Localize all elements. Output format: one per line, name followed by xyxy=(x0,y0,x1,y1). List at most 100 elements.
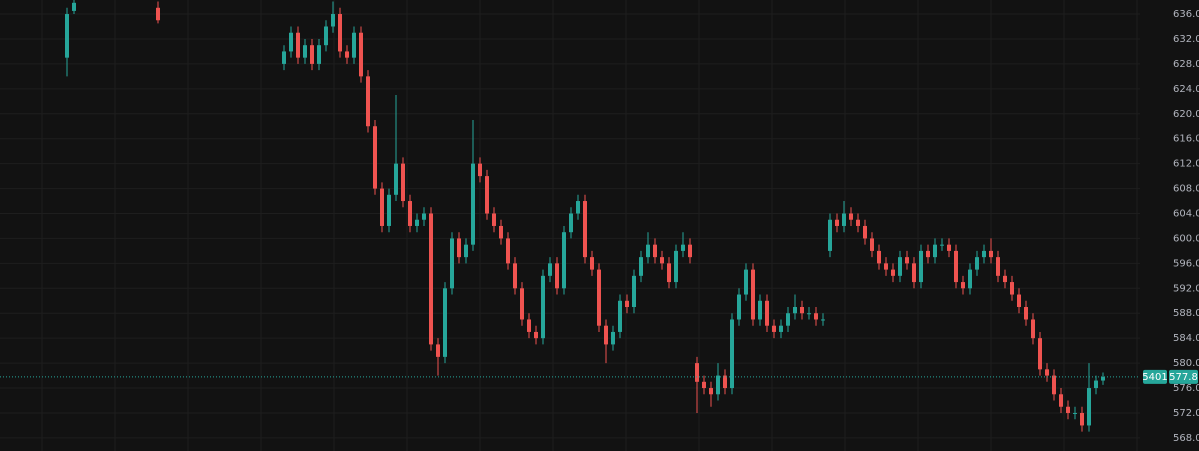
candle-body xyxy=(583,201,587,258)
candle-body xyxy=(415,219,419,226)
candle-body xyxy=(303,45,307,58)
candle-body xyxy=(618,300,622,332)
candle-body xyxy=(310,45,314,64)
candle-body xyxy=(156,7,160,21)
candle-body xyxy=(856,219,860,226)
candle-body xyxy=(842,213,846,226)
candle-body xyxy=(961,282,965,289)
candle-body xyxy=(457,238,461,258)
candle-body xyxy=(289,32,293,52)
candle-body xyxy=(65,14,69,58)
candle-body xyxy=(982,250,986,258)
candle-body xyxy=(569,213,573,233)
candle-body xyxy=(450,238,454,289)
candle-body xyxy=(408,201,412,226)
y-tick-label: 612.0 xyxy=(1173,159,1199,170)
candle-body xyxy=(555,263,559,289)
last-price-tag: 5401 xyxy=(1142,372,1167,383)
y-tick-label: 628.0 xyxy=(1173,59,1199,70)
candle-body xyxy=(401,163,405,202)
y-tick-label: 580.0 xyxy=(1173,358,1199,369)
y-tick-label: 624.0 xyxy=(1173,84,1199,95)
candle-body xyxy=(1059,394,1063,407)
candle-body xyxy=(1038,338,1042,370)
y-tick-label: 584.0 xyxy=(1173,333,1199,344)
last-price-label: 577.8 xyxy=(1169,372,1198,383)
candle-body xyxy=(1010,282,1014,295)
candle-body xyxy=(345,51,349,58)
candle-body xyxy=(863,225,867,239)
candle-body xyxy=(947,244,951,251)
candle-body xyxy=(667,263,671,283)
y-tick-label: 636.0 xyxy=(1173,9,1199,20)
candle-body xyxy=(912,263,916,283)
candle-body xyxy=(891,269,895,276)
candle-body xyxy=(660,257,664,264)
candle-body xyxy=(422,213,426,220)
candle-body xyxy=(366,76,370,127)
candle-body xyxy=(520,288,524,320)
candle-body xyxy=(996,257,1000,276)
y-tick-label: 600.0 xyxy=(1173,233,1199,244)
candle-body xyxy=(744,269,748,295)
y-tick-label: 592.0 xyxy=(1173,283,1199,294)
candle-body xyxy=(625,300,629,308)
candle-body xyxy=(688,244,692,258)
candle-body xyxy=(373,126,377,189)
candle-body xyxy=(898,257,902,276)
candle-body xyxy=(317,45,321,64)
candle-body xyxy=(513,263,517,289)
last-price-tag-box xyxy=(1143,369,1167,384)
candle-body xyxy=(1031,319,1035,339)
candle-body xyxy=(793,307,797,314)
candle-body xyxy=(541,275,545,339)
candle-body xyxy=(709,388,713,395)
candle-body xyxy=(492,213,496,226)
candle-body xyxy=(954,250,958,283)
candle-body xyxy=(359,32,363,77)
candle-body xyxy=(877,250,881,264)
candle-body xyxy=(905,257,909,264)
candle-body xyxy=(611,331,615,345)
y-tick-label: 588.0 xyxy=(1173,308,1199,319)
candle-body xyxy=(919,250,923,283)
candle-body xyxy=(380,188,384,226)
candle-body xyxy=(737,294,741,320)
candle-body xyxy=(828,219,832,251)
candle-body xyxy=(331,14,335,27)
candle-body xyxy=(576,201,580,214)
last-price-box xyxy=(1169,369,1198,384)
candle-body xyxy=(723,375,727,389)
candle-body xyxy=(604,325,608,345)
candle-body xyxy=(730,319,734,389)
candle-body xyxy=(849,213,853,220)
candle-body xyxy=(485,176,489,214)
y-tick-label: 596.0 xyxy=(1173,258,1199,269)
candle-body xyxy=(772,325,776,332)
candle-body xyxy=(926,250,930,258)
candle-body xyxy=(548,263,552,276)
candle-body xyxy=(464,244,468,258)
candle-body xyxy=(1066,406,1070,413)
candle-body xyxy=(884,263,888,270)
candle-body xyxy=(506,238,510,264)
candle-body xyxy=(282,51,286,64)
candle-body xyxy=(835,219,839,226)
candle-body xyxy=(1101,376,1105,381)
candle-body xyxy=(72,2,76,11)
candle-body xyxy=(695,363,699,382)
candle-body xyxy=(940,244,944,246)
candle-body xyxy=(324,26,328,46)
y-tick-label: 616.0 xyxy=(1173,134,1199,145)
candle-body xyxy=(1080,412,1084,426)
candle-body xyxy=(1052,375,1056,395)
y-tick-label: 608.0 xyxy=(1173,184,1199,195)
y-tick-label: 576.0 xyxy=(1173,383,1199,394)
y-tick-label: 604.0 xyxy=(1173,209,1199,220)
candle-body xyxy=(443,288,447,357)
candle-body xyxy=(590,257,594,270)
candle-body xyxy=(681,244,685,251)
